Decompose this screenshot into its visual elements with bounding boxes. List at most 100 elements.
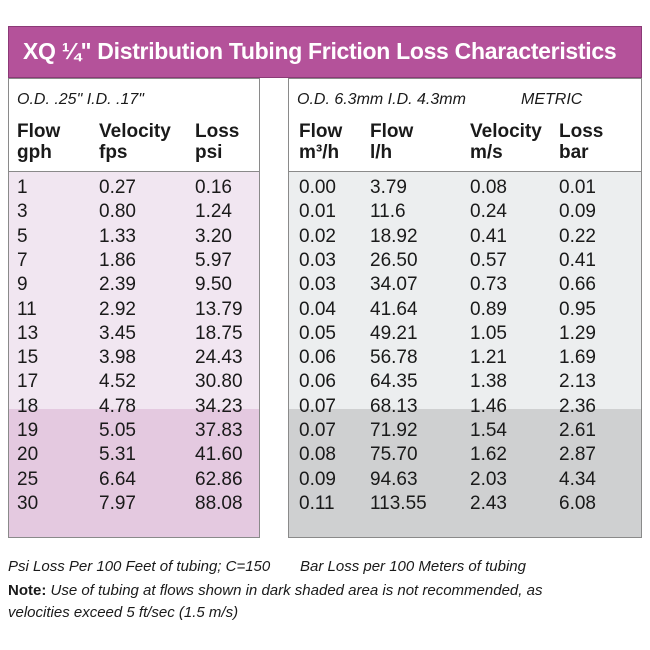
table-row: 17 4.52 30.80 bbox=[9, 369, 259, 394]
note-label: Note: bbox=[8, 582, 47, 599]
title-bar: XQ ¼" Distribution Tubing Friction Loss … bbox=[8, 26, 642, 78]
table-row: 0.07 71.92 1.54 2.61 bbox=[289, 418, 641, 443]
table-cell: 0.16 bbox=[195, 177, 232, 198]
table-cell: 0.57 bbox=[470, 249, 507, 271]
table-row: 0.00 3.79 0.08 0.01 bbox=[289, 175, 641, 200]
table-cell: 1.69 bbox=[559, 347, 596, 369]
column-header-unit: l/h bbox=[370, 142, 393, 163]
table-cell: 1.46 bbox=[470, 395, 507, 417]
column-header-unit: fps bbox=[99, 142, 128, 163]
column-header-unit: bar bbox=[559, 142, 589, 163]
table-cell: 2.03 bbox=[470, 468, 507, 490]
table-cell: 0.06 bbox=[299, 347, 336, 369]
table-row: 0.08 75.70 1.62 2.87 bbox=[289, 442, 641, 467]
table-cell: 94.63 bbox=[370, 468, 418, 490]
header-divider bbox=[9, 171, 259, 172]
table-cell: 1.05 bbox=[470, 322, 507, 344]
table-cell: 20 bbox=[17, 444, 39, 466]
table-cell: 1.86 bbox=[99, 249, 136, 271]
imperial-table: O.D. .25" I.D. .17" Flow gph Velocity fps Lo… bbox=[8, 78, 260, 538]
table-cell: 0.24 bbox=[470, 201, 507, 223]
not-recommended-zone bbox=[289, 409, 641, 537]
table-cell: 0.03 bbox=[299, 249, 336, 271]
table-cell: 6.64 bbox=[99, 468, 136, 490]
column-header: Flow m³/h bbox=[299, 121, 342, 163]
table-cell: 75.70 bbox=[370, 444, 418, 466]
table-cell: 1.62 bbox=[470, 444, 507, 466]
table-cell: 2.61 bbox=[559, 420, 596, 441]
table-cell: 34.07 bbox=[370, 274, 418, 296]
table-cell: 0.01 bbox=[559, 177, 596, 198]
column-header-name: Flow bbox=[370, 121, 414, 142]
table-cell: 2.36 bbox=[559, 395, 596, 417]
recommended-zone bbox=[289, 172, 641, 409]
column-header: Flow gph bbox=[17, 121, 60, 163]
table-cell: 0.22 bbox=[559, 225, 596, 247]
metric-table: O.D. 6.3mm I.D. 4.3mm METRIC Flow m³/h Flo… bbox=[288, 78, 642, 538]
column-header-unit: psi bbox=[195, 142, 223, 163]
table-row: 18 4.78 34.23 bbox=[9, 394, 259, 419]
table-cell: 5.05 bbox=[99, 420, 136, 441]
table-cell: 0.73 bbox=[470, 274, 507, 296]
table-cell: 113.55 bbox=[370, 492, 427, 514]
column-header: Velocity fps bbox=[99, 121, 171, 163]
table-row: 0.02 18.92 0.41 0.22 bbox=[289, 224, 641, 249]
table-cell: 1 bbox=[17, 177, 28, 198]
table-cell: 5.31 bbox=[99, 444, 136, 466]
table-cell: 11.6 bbox=[370, 201, 406, 223]
table-row: 0.06 56.78 1.21 1.69 bbox=[289, 345, 641, 370]
table-cell: 0.27 bbox=[99, 177, 136, 198]
table-cell: 1.54 bbox=[470, 420, 507, 441]
table-cell: 15 bbox=[17, 347, 39, 369]
table-cell: 1.24 bbox=[195, 201, 232, 223]
metric-label: METRIC bbox=[521, 91, 583, 108]
table-row: 5 1.33 3.20 bbox=[9, 224, 259, 249]
table-cell: 0.08 bbox=[299, 444, 336, 466]
column-header-name: Loss bbox=[559, 121, 604, 142]
table-cell: 6.08 bbox=[559, 492, 596, 514]
table-cell: 13.79 bbox=[195, 298, 243, 320]
table-cell: 37.83 bbox=[195, 420, 243, 441]
table-cell: 1.21 bbox=[470, 347, 507, 369]
column-header-unit: gph bbox=[17, 142, 52, 163]
column-header-unit: m³/h bbox=[299, 142, 340, 163]
table-cell: 0.95 bbox=[559, 298, 596, 320]
table-cell: 68.13 bbox=[370, 395, 418, 417]
table-cell: 41.60 bbox=[195, 444, 243, 466]
table-cell: 71.92 bbox=[370, 420, 418, 441]
table-cell: 11 bbox=[17, 298, 37, 320]
table-row: 0.11 113.55 2.43 6.08 bbox=[289, 491, 641, 516]
table-cell: 17 bbox=[17, 371, 39, 393]
table-cell: 0.41 bbox=[559, 249, 596, 271]
column-header-name: Velocity bbox=[99, 121, 171, 142]
table-cell: 62.86 bbox=[195, 468, 243, 490]
table-cell: 3.79 bbox=[370, 177, 407, 198]
table-row: 19 5.05 37.83 bbox=[9, 418, 259, 443]
recommended-zone bbox=[9, 172, 259, 409]
table-row: 0.01 11.6 0.24 0.09 bbox=[289, 199, 641, 224]
table-cell: 0.00 bbox=[299, 177, 336, 198]
table-cell: 0.07 bbox=[299, 395, 336, 417]
table-row: 13 3.45 18.75 bbox=[9, 321, 259, 346]
table-cell: 26.50 bbox=[370, 249, 418, 271]
table-row: 25 6.64 62.86 bbox=[9, 467, 259, 492]
column-header-name: Flow bbox=[17, 121, 61, 142]
table-cell: 1.38 bbox=[470, 371, 507, 393]
table-cell: 2.43 bbox=[470, 492, 507, 514]
table-cell: 7.97 bbox=[99, 492, 136, 514]
column-header-name: Velocity bbox=[470, 121, 542, 142]
table-row: 15 3.98 24.43 bbox=[9, 345, 259, 370]
table-cell: 1.29 bbox=[559, 322, 596, 344]
table-cell: 30 bbox=[17, 492, 39, 514]
table-cell: 41.64 bbox=[370, 298, 418, 320]
table-cell: 0.80 bbox=[99, 201, 136, 223]
table-cell: 0.03 bbox=[299, 274, 336, 296]
table-cell: 18.92 bbox=[370, 225, 418, 247]
table-cell: 0.66 bbox=[559, 274, 596, 296]
table-cell: 5 bbox=[17, 225, 28, 247]
table-cell: 3.98 bbox=[99, 347, 136, 369]
table-row: 0.03 26.50 0.57 0.41 bbox=[289, 248, 641, 273]
not-recommended-zone bbox=[9, 409, 259, 537]
table-cell: 0.08 bbox=[470, 177, 507, 198]
table-cell: 2.13 bbox=[559, 371, 596, 393]
